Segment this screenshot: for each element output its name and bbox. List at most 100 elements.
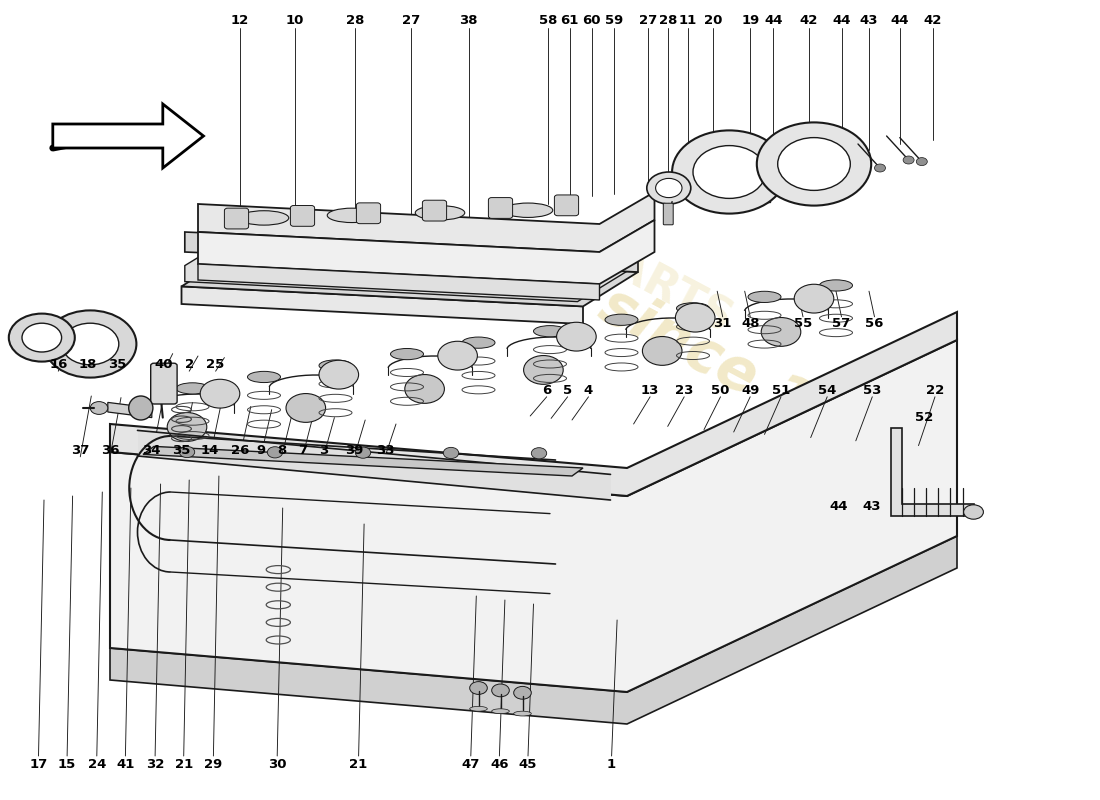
Text: 44: 44 [764,14,782,26]
Polygon shape [198,220,654,284]
Circle shape [200,379,240,408]
Ellipse shape [504,203,552,218]
Ellipse shape [514,711,531,716]
Polygon shape [182,286,583,324]
Text: 48: 48 [741,317,759,330]
Ellipse shape [319,360,352,371]
Text: 15: 15 [58,758,76,770]
Ellipse shape [416,206,464,220]
Ellipse shape [176,382,209,394]
Circle shape [675,303,715,332]
Ellipse shape [240,210,288,225]
Polygon shape [108,402,152,418]
Circle shape [267,446,283,458]
Text: 36: 36 [101,444,119,457]
Circle shape [492,684,509,697]
Text: 43: 43 [860,14,878,26]
Text: 5: 5 [563,384,572,397]
Text: 2: 2 [185,358,194,371]
Text: 39: 39 [345,444,363,457]
Text: 14: 14 [201,444,219,457]
Text: since 1985: since 1985 [590,276,928,492]
Polygon shape [185,232,638,272]
Circle shape [319,360,359,389]
Text: 27: 27 [403,14,420,26]
Text: 4: 4 [584,384,593,397]
Text: 9: 9 [256,444,265,457]
Text: 32: 32 [146,758,164,770]
Polygon shape [704,194,770,202]
Ellipse shape [328,208,376,222]
Text: 49: 49 [741,384,759,397]
Text: 1: 1 [607,758,616,770]
Circle shape [470,682,487,694]
Text: 23: 23 [675,384,693,397]
FancyBboxPatch shape [356,203,381,224]
Ellipse shape [676,302,710,314]
Text: 47: 47 [462,758,480,770]
Text: 61: 61 [561,14,579,26]
FancyBboxPatch shape [663,203,673,225]
Circle shape [286,394,326,422]
Circle shape [964,505,983,519]
Text: 42: 42 [924,14,942,26]
Circle shape [903,156,914,164]
Ellipse shape [492,709,509,714]
Text: 40: 40 [155,358,173,371]
Circle shape [794,284,834,313]
Text: 42: 42 [800,14,817,26]
Text: 33: 33 [376,444,394,457]
Circle shape [514,686,531,699]
Circle shape [405,374,444,403]
Text: 45: 45 [519,758,537,770]
Text: 53: 53 [864,384,881,397]
Text: 31: 31 [714,317,732,330]
Circle shape [438,342,477,370]
Text: 57: 57 [833,317,850,330]
Circle shape [656,178,682,198]
Text: 6: 6 [542,384,551,397]
Ellipse shape [605,314,638,326]
Polygon shape [143,446,583,476]
Text: 7: 7 [298,444,307,457]
Circle shape [443,447,459,458]
Text: 24: 24 [88,758,106,770]
Text: 60: 60 [583,14,601,26]
FancyBboxPatch shape [151,363,177,404]
Text: 16: 16 [50,358,67,371]
Text: 29: 29 [205,758,222,770]
Circle shape [531,448,547,459]
Text: 34: 34 [143,444,161,457]
Text: 44: 44 [891,14,909,26]
Text: 38: 38 [460,14,477,26]
Circle shape [557,322,596,351]
Text: 21: 21 [175,758,192,770]
Circle shape [9,314,75,362]
Text: 12: 12 [231,14,249,26]
Polygon shape [198,264,600,300]
Text: 43: 43 [862,500,880,513]
Text: 13: 13 [641,384,659,397]
Circle shape [778,138,850,190]
Ellipse shape [534,326,566,337]
Text: 27: 27 [639,14,657,26]
Text: 35: 35 [109,358,126,371]
Text: 25: 25 [207,358,224,371]
Polygon shape [182,252,638,306]
Text: 30: 30 [268,758,286,770]
Text: 8: 8 [277,444,286,457]
Text: 37: 37 [72,444,89,457]
Text: 56: 56 [866,317,883,330]
Text: 35: 35 [173,444,190,457]
Text: 26: 26 [231,444,249,457]
Ellipse shape [390,349,424,360]
Circle shape [62,323,119,365]
Text: 20: 20 [704,14,722,26]
Text: 50: 50 [712,384,729,397]
Text: 46: 46 [491,758,508,770]
Circle shape [757,122,871,206]
Text: 3: 3 [319,444,328,457]
Polygon shape [53,104,204,168]
FancyBboxPatch shape [290,206,315,226]
Circle shape [355,447,371,458]
